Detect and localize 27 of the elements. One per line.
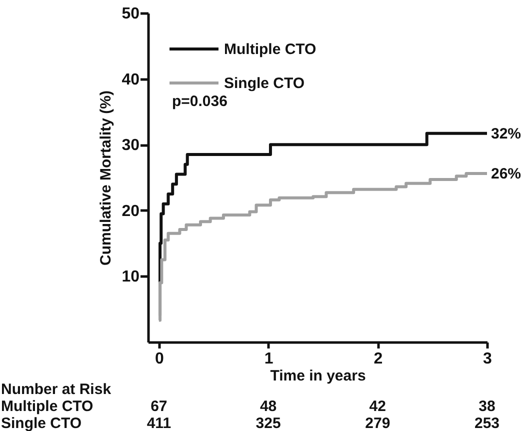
x-tick-label: 0 [154, 350, 164, 368]
y-tick-label: 20 [122, 202, 140, 220]
text: 38 [478, 398, 496, 415]
annotation: 26% [491, 166, 522, 183]
text: 48 [260, 398, 277, 415]
x-tick-label: 2 [374, 350, 383, 368]
legend-label: Single CTO [224, 75, 305, 92]
y-tick-label: 10 [122, 268, 140, 286]
y-tick-label: 30 [122, 137, 140, 154]
text: Single CTO [1, 415, 82, 431]
annotation: 32% [491, 125, 522, 142]
text: Multiple CTO [1, 398, 94, 415]
text: 279 [365, 415, 390, 431]
y-axis-title: Cumulative Mortality (%) [98, 90, 115, 266]
text: Number at Risk [1, 381, 112, 398]
legend-label: Multiple CTO [224, 41, 317, 58]
x-axis-title: Time in years [270, 368, 366, 384]
annotation: p=0.036 [172, 93, 228, 110]
text: 42 [369, 398, 386, 415]
text: 67 [150, 398, 168, 415]
y-tick-label: 40 [122, 71, 140, 88]
text: 253 [474, 415, 500, 431]
x-tick-label: 3 [483, 350, 492, 368]
text: 411 [146, 415, 172, 431]
x-tick-label: 1 [264, 350, 274, 368]
y-tick-label: 50 [122, 6, 140, 22]
text: 325 [256, 415, 281, 431]
